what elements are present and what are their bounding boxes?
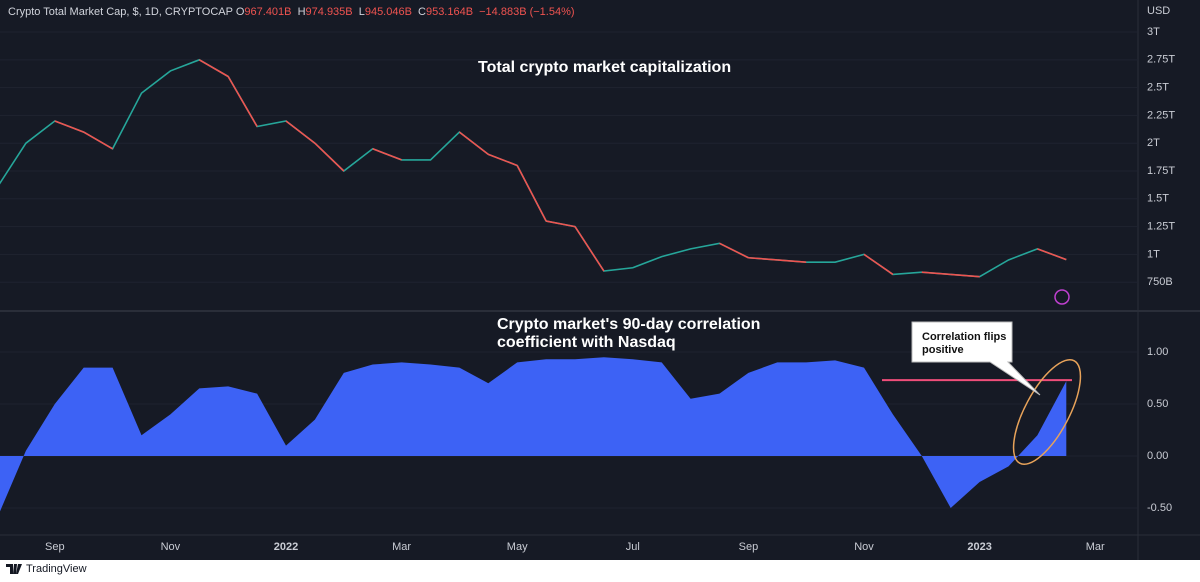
y-tick-label: 1.5T: [1147, 193, 1169, 205]
down-segment: [950, 273, 980, 278]
ohlc-value: 974.935B: [305, 6, 353, 18]
down-segment: [54, 120, 84, 133]
down-segment: [1037, 248, 1067, 261]
x-tick-label: Jul: [626, 541, 640, 553]
ohlc-value: 945.046B: [364, 6, 412, 18]
ohlc-key: H: [297, 6, 306, 18]
y-tick-label: 3T: [1147, 26, 1160, 38]
currency-label: USD: [1147, 5, 1170, 17]
y-tick-label: 1.00: [1147, 346, 1168, 358]
y-tick-label: 0.00: [1147, 450, 1168, 462]
y-tick-label: 1.25T: [1147, 221, 1175, 233]
down-segment: [458, 131, 489, 155]
ohlc-key: L: [358, 6, 365, 18]
down-segment: [83, 131, 113, 150]
marks: [0, 31, 1138, 512]
down-segment: [372, 148, 402, 161]
footer[interactable]: TradingView: [6, 563, 87, 575]
brand: TradingView: [26, 563, 87, 575]
x-tick-label: Nov: [161, 541, 181, 553]
y-tick-label: 2T: [1147, 137, 1160, 149]
down-segment: [314, 142, 345, 172]
highlight-ellipse: [1012, 359, 1082, 465]
y-tick-label: 2.75T: [1147, 54, 1175, 66]
background: [0, 0, 1200, 560]
y-tick-label: 1.75T: [1147, 165, 1175, 177]
down-segment: [719, 242, 749, 259]
callout-text: positive: [922, 344, 964, 356]
x-tick-label: May: [507, 541, 528, 553]
ohlc-key: O: [235, 6, 245, 18]
alert-icon: [1054, 289, 1070, 305]
y-tick-label: -0.50: [1147, 502, 1172, 514]
callout-text: Correlation flips: [922, 331, 1006, 343]
x-tick-label: 2022: [274, 541, 298, 553]
change: −14.883B (−1.54%): [479, 6, 575, 18]
y-tick-label: 0.50: [1147, 398, 1168, 410]
down-segment: [545, 220, 576, 228]
y-tick-label: 2.25T: [1147, 109, 1175, 121]
ohlc-key: C: [418, 6, 426, 18]
x-tick-label: Mar: [1086, 541, 1105, 553]
x-tick-label: Nov: [854, 541, 874, 553]
down-segment: [516, 165, 547, 222]
y-tick-label: 750B: [1147, 276, 1173, 288]
down-segment: [777, 259, 807, 263]
x-tick-label: Mar: [392, 541, 411, 553]
down-segment: [921, 271, 951, 276]
ohlc-value: 953.164B: [425, 6, 474, 18]
annotation: coefficient with Nasdaq: [497, 334, 676, 351]
y-tick-label: 2.5T: [1147, 82, 1169, 94]
down-segment: [227, 76, 258, 127]
chart: USD Total crypto market capitalization C…: [0, 0, 1200, 560]
y-tick-label: 1T: [1147, 248, 1160, 260]
x-tick-label: 2023: [967, 541, 991, 553]
down-segment: [198, 59, 229, 78]
down-segment: [574, 226, 605, 272]
ohlc-value: 967.401B: [244, 6, 292, 18]
callout-box: [911, 321, 1041, 396]
annotation: Total crypto market capitalization: [478, 59, 731, 76]
down-segment: [863, 253, 894, 276]
legend-header: Crypto Total Market Cap, $, 1D, CRYPTOCA…: [8, 6, 578, 18]
correlation-area: [0, 357, 1067, 512]
logo: [6, 564, 22, 574]
down-segment: [285, 120, 316, 144]
down-segment: [748, 256, 778, 261]
x-tick-label: Sep: [45, 541, 65, 553]
symbol: Crypto Total Market Cap, $, 1D, CRYPTOCA…: [8, 6, 233, 18]
down-segment: [488, 153, 518, 167]
x-tick-label: Sep: [739, 541, 759, 553]
annotation: Crypto market's 90-day correlation: [497, 316, 760, 333]
